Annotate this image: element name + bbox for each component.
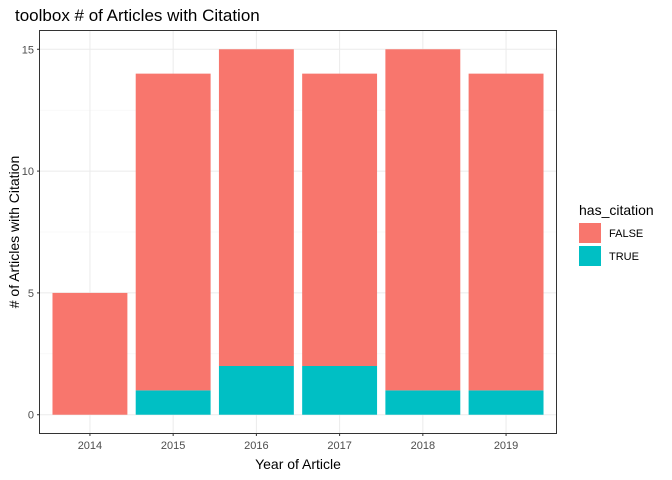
- bar-2017-false: [302, 73, 378, 367]
- x-tick-label: 2017: [327, 440, 351, 452]
- y-tick-label: 10: [22, 166, 34, 178]
- legend-key-false: [579, 223, 601, 243]
- bar-2018-true: [385, 390, 461, 415]
- bar-2018-false: [385, 49, 461, 391]
- x-tick-label: 2016: [244, 440, 268, 452]
- y-axis: 0 5 10 15: [22, 44, 40, 422]
- legend-title: has_citation: [579, 202, 654, 218]
- legend-label-true: TRUE: [609, 251, 639, 263]
- legend: has_citation FALSE TRUE: [579, 202, 654, 266]
- x-tick-label: 2014: [78, 440, 102, 452]
- bar-2016-true: [218, 366, 294, 415]
- x-tick-label: 2018: [411, 440, 435, 452]
- x-tick-label: 2019: [494, 440, 518, 452]
- x-axis-title: Year of Article: [255, 456, 341, 472]
- panel-border: [39, 30, 557, 434]
- bar-2014-false: [52, 292, 128, 415]
- bar-2015-true: [135, 390, 211, 415]
- y-tick-label: 0: [28, 410, 34, 422]
- bars: [52, 49, 544, 415]
- legend-key-true: [579, 246, 601, 266]
- bar-2019-false: [468, 73, 544, 391]
- y-axis-title: # of Articles with Citation: [6, 156, 22, 309]
- bar-2017-true: [302, 366, 378, 415]
- x-axis: 2014 2015 2016 2017 2018 2019: [78, 433, 518, 452]
- bar-2019-true: [468, 390, 544, 415]
- y-tick-label: 5: [28, 288, 34, 300]
- x-tick-label: 2015: [161, 440, 185, 452]
- chart-title: toolbox # of Articles with Citation: [15, 6, 260, 25]
- legend-label-false: FALSE: [609, 228, 643, 240]
- y-tick-label: 15: [22, 44, 34, 56]
- bar-2015-false: [135, 73, 211, 391]
- bar-2016-false: [218, 49, 294, 366]
